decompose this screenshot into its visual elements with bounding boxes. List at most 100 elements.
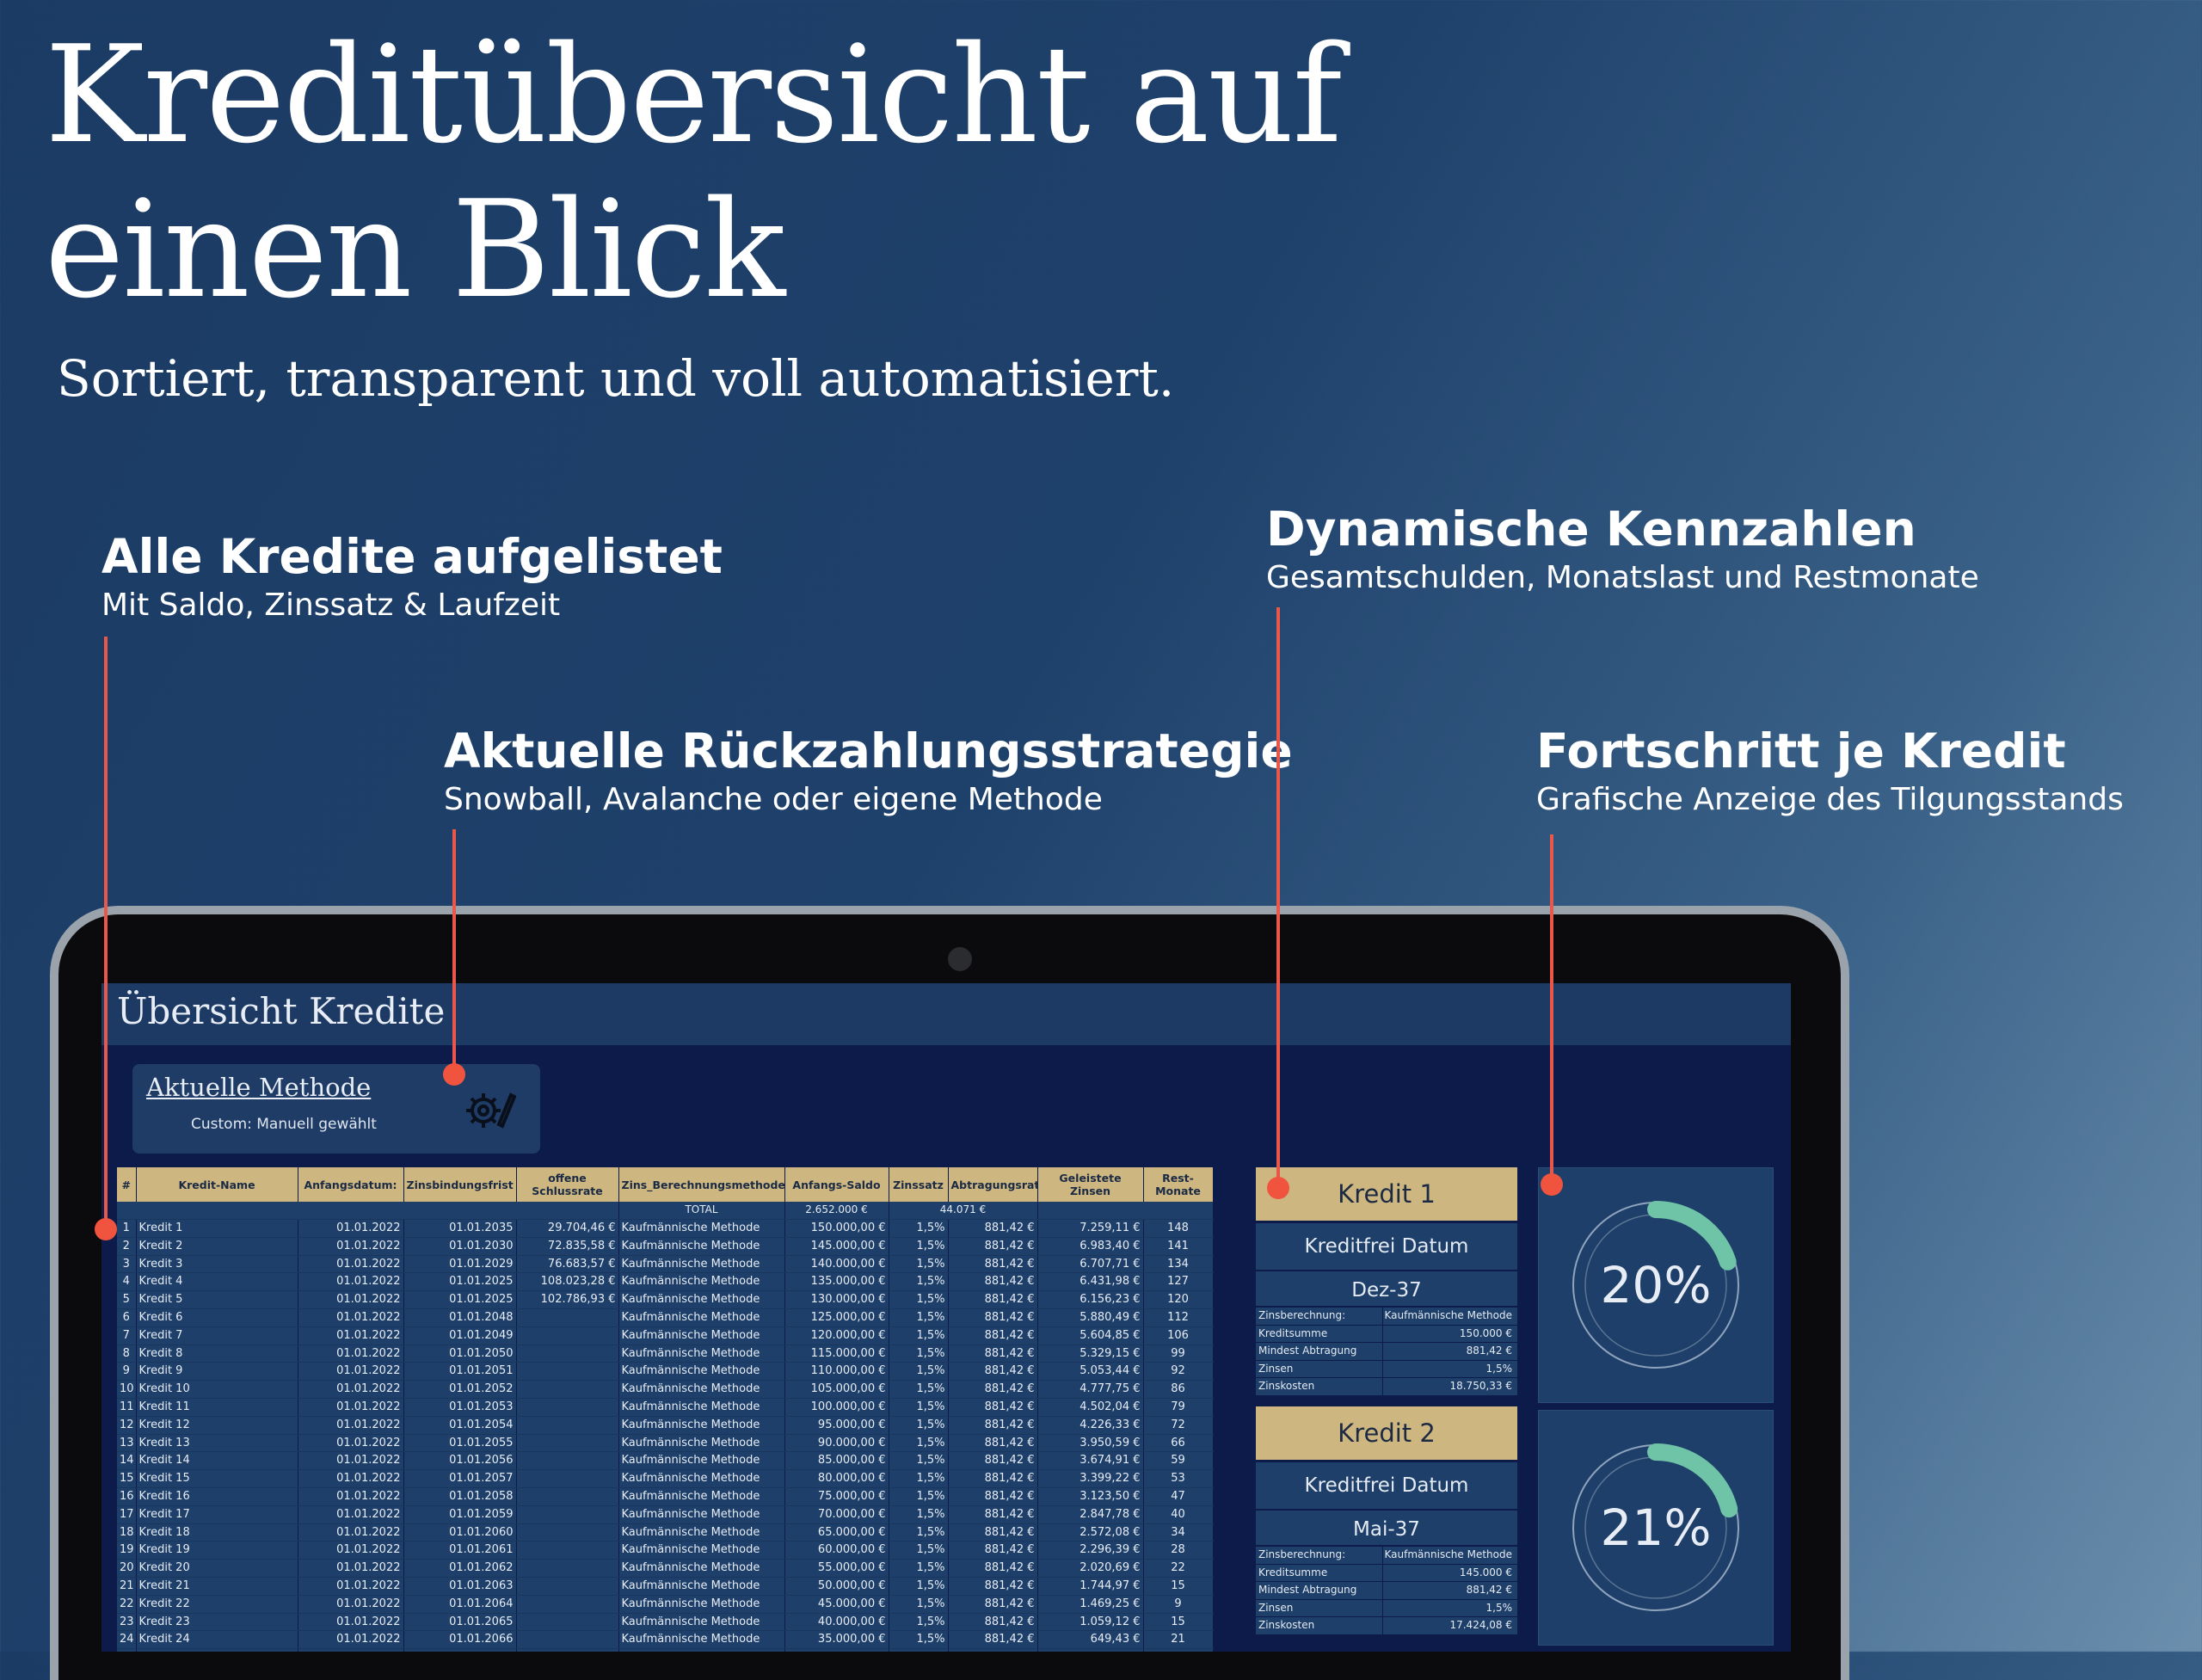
table-row[interactable]: 19 Kredit 19 01.01.2022 01.01.2061 Kaufmänni… — [117, 1541, 1214, 1560]
table-cell[interactable]: Kaufmännische Methode — [618, 1308, 785, 1327]
table-cell[interactable]: 01.01.2035 — [403, 1219, 517, 1238]
table-cell[interactable]: 881,42 € — [948, 1577, 1038, 1596]
table-cell[interactable]: 1,5% — [889, 1434, 949, 1453]
table-cell[interactable]: 01.01.2054 — [403, 1416, 517, 1435]
table-cell[interactable] — [516, 1451, 619, 1471]
table-cell[interactable]: 881,42 € — [948, 1272, 1038, 1292]
table-cell[interactable]: 72.835,58 € — [516, 1237, 619, 1256]
table-cell[interactable]: 65.000,00 € — [784, 1523, 889, 1542]
table-cell[interactable]: 01.01.2022 — [298, 1255, 404, 1274]
table-cell[interactable]: Kaufmännische Methode — [618, 1613, 785, 1632]
table-cell[interactable]: 1,5% — [889, 1451, 949, 1471]
table-cell[interactable]: 881,42 € — [948, 1345, 1038, 1363]
table-cell[interactable]: 881,42 € — [948, 1559, 1038, 1578]
table-cell[interactable]: 01.01.2022 — [298, 1237, 404, 1256]
table-cell[interactable]: 01.01.2022 — [298, 1630, 404, 1650]
table-cell[interactable]: Kredit 24 — [136, 1630, 298, 1650]
table-cell[interactable]: 127 — [1143, 1272, 1214, 1292]
table-cell[interactable]: 881,42 € — [948, 1434, 1038, 1453]
table-row[interactable]: 24 Kredit 24 01.01.2022 01.01.2066 Kaufmänni… — [117, 1630, 1214, 1650]
table-cell[interactable]: 86 — [1143, 1380, 1214, 1399]
table-cell[interactable] — [516, 1648, 619, 1652]
table-cell[interactable]: 01.01.2022 — [298, 1416, 404, 1435]
table-cell[interactable]: 01.01.2022 — [298, 1308, 404, 1327]
table-cell[interactable]: 1,5% — [889, 1380, 949, 1399]
table-cell[interactable]: 112 — [1143, 1308, 1214, 1327]
table-cell[interactable]: 881,42 € — [948, 1398, 1038, 1417]
table-row[interactable]: 6 Kredit 6 01.01.2022 01.01.2048 Kaufmännisc… — [117, 1308, 1214, 1327]
table-cell[interactable]: 34 — [1143, 1523, 1214, 1542]
table-cell[interactable]: Kredit 5 — [136, 1290, 298, 1309]
table-cell[interactable]: 881,42 € — [948, 1219, 1038, 1238]
table-cell[interactable]: 24 — [117, 1630, 137, 1650]
table-cell[interactable]: Kredit 13 — [136, 1434, 298, 1453]
table-cell[interactable]: 01.01.2067 — [403, 1648, 517, 1652]
table-cell[interactable]: 1,5% — [889, 1326, 949, 1345]
table-row[interactable]: 20 Kredit 20 01.01.2022 01.01.2062 Kaufmänni… — [117, 1559, 1214, 1578]
table-cell[interactable]: Kredit 3 — [136, 1255, 298, 1274]
table-cell[interactable]: Kaufmännische Methode — [618, 1255, 785, 1274]
table-cell[interactable]: 59 — [1143, 1451, 1214, 1471]
table-cell[interactable]: 1,5% — [889, 1416, 949, 1435]
table-cell[interactable] — [516, 1595, 619, 1614]
table-cell[interactable]: 881,42 € — [948, 1380, 1038, 1399]
table-cell[interactable]: 7 — [117, 1326, 137, 1345]
table-cell[interactable]: 55.000,00 € — [784, 1559, 889, 1578]
table-cell[interactable]: Kredit 12 — [136, 1416, 298, 1435]
table-cell[interactable]: 2.020,69 € — [1037, 1559, 1144, 1578]
table-cell[interactable]: 19 — [117, 1541, 137, 1560]
table-cell[interactable]: 1.469,25 € — [1037, 1595, 1144, 1614]
table-cell[interactable]: 130.000,00 € — [784, 1290, 889, 1309]
table-cell[interactable]: 2.572,08 € — [1037, 1523, 1144, 1542]
table-cell[interactable]: 881,42 € — [948, 1451, 1038, 1471]
table-cell[interactable]: 881,42 € — [948, 1362, 1038, 1382]
table-cell[interactable]: 3.123,50 € — [1037, 1487, 1144, 1506]
table-cell[interactable]: 50.000,00 € — [784, 1577, 889, 1596]
table-cell[interactable]: 15 — [1143, 1577, 1214, 1596]
table-cell[interactable]: 100.000,00 € — [784, 1398, 889, 1417]
table-cell[interactable]: 01.01.2061 — [403, 1541, 517, 1560]
table-row[interactable]: 16 Kredit 16 01.01.2022 01.01.2058 Kaufmänni… — [117, 1487, 1214, 1506]
table-cell[interactable]: 01.01.2059 — [403, 1505, 517, 1524]
table-cell[interactable]: 26 — [1143, 1648, 1214, 1652]
table-cell[interactable] — [516, 1559, 619, 1578]
table-cell[interactable] — [516, 1613, 619, 1632]
table-cell[interactable]: Kaufmännische Methode — [618, 1630, 785, 1650]
table-cell[interactable]: 01.01.2064 — [403, 1595, 517, 1614]
table-cell[interactable]: 01.01.2053 — [403, 1398, 517, 1417]
table-row[interactable]: 21 Kredit 21 01.01.2022 01.01.2063 Kaufmänni… — [117, 1577, 1214, 1596]
table-cell[interactable]: 11 — [117, 1398, 137, 1417]
table-cell[interactable]: 881,42 € — [948, 1326, 1038, 1345]
table-cell[interactable]: Kaufmännische Methode — [618, 1505, 785, 1524]
table-cell[interactable]: 5.880,49 € — [1037, 1308, 1144, 1327]
table-cell[interactable]: 29.704,46 € — [516, 1219, 619, 1238]
table-row[interactable]: 9 Kredit 9 01.01.2022 01.01.2051 Kaufmännisc… — [117, 1362, 1214, 1382]
table-cell[interactable]: 01.01.2022 — [298, 1487, 404, 1506]
table-cell[interactable]: Kaufmännische Methode — [618, 1398, 785, 1417]
table-cell[interactable]: Kaufmännische Methode — [618, 1451, 785, 1471]
table-cell[interactable]: 1,5% — [889, 1219, 949, 1238]
table-cell[interactable]: 01.01.2057 — [403, 1469, 517, 1488]
table-row[interactable]: 12 Kredit 12 01.01.2022 01.01.2054 Kaufmänni… — [117, 1416, 1214, 1435]
table-cell[interactable]: 5.053,44 € — [1037, 1362, 1144, 1382]
method-label[interactable]: Aktuelle Methode — [146, 1073, 372, 1102]
table-cell[interactable]: 01.01.2062 — [403, 1559, 517, 1578]
table-cell[interactable]: Kaufmännische Methode — [618, 1272, 785, 1292]
table-cell[interactable]: 92 — [1143, 1362, 1214, 1382]
table-cell[interactable]: 125.000,00 € — [784, 1308, 889, 1327]
gear-pencil-icon[interactable] — [461, 1085, 516, 1136]
table-cell[interactable]: 115.000,00 € — [784, 1345, 889, 1363]
table-cell[interactable]: 2 — [117, 1237, 137, 1256]
table-cell[interactable] — [516, 1541, 619, 1560]
table-row[interactable]: 1 Kredit 1 01.01.2022 01.01.2035 29.704,46 €… — [117, 1219, 1214, 1238]
table-cell[interactable]: 14 — [117, 1451, 137, 1471]
table-cell[interactable]: 6 — [117, 1308, 137, 1327]
table-cell[interactable]: 72 — [1143, 1416, 1214, 1435]
table-cell[interactable]: 01.01.2065 — [403, 1613, 517, 1632]
table-row[interactable]: 17 Kredit 17 01.01.2022 01.01.2059 Kaufmänni… — [117, 1505, 1214, 1524]
table-cell[interactable]: Kaufmännische Methode — [618, 1380, 785, 1399]
table-cell[interactable]: 17 — [117, 1505, 137, 1524]
table-cell[interactable]: 99 — [1143, 1345, 1214, 1363]
table-cell[interactable]: Kredit 23 — [136, 1613, 298, 1632]
table-cell[interactable]: 881,42 € — [948, 1290, 1038, 1309]
